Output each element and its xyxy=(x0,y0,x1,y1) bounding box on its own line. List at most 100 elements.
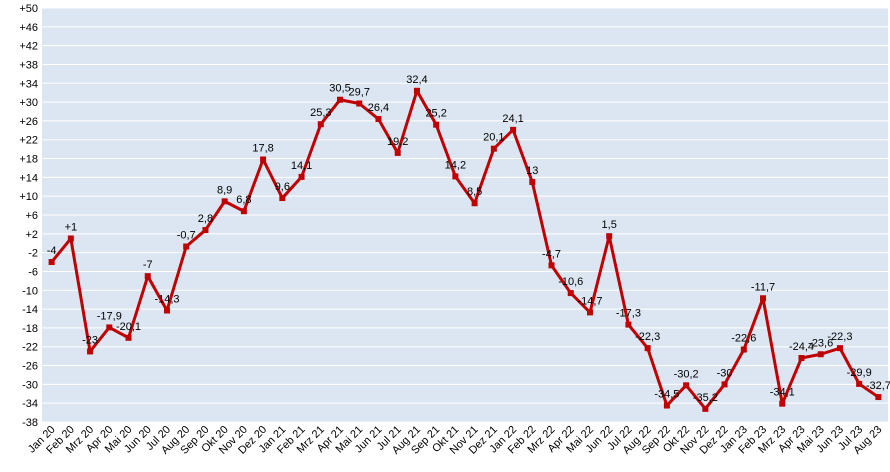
marker xyxy=(240,208,247,215)
data-label: 14,1 xyxy=(291,160,312,172)
y-tick-label: -6 xyxy=(28,266,38,278)
data-label: -4,7 xyxy=(542,248,561,260)
data-label: -22,6 xyxy=(731,333,756,345)
data-label: 13 xyxy=(526,165,538,177)
y-tick-label: -18 xyxy=(22,323,38,335)
marker xyxy=(202,227,209,234)
y-tick-label: +30 xyxy=(19,97,38,109)
y-tick-label: +50 xyxy=(19,3,38,15)
y-tick-label: +26 xyxy=(19,116,38,128)
marker xyxy=(683,382,690,389)
data-label: -14,7 xyxy=(577,295,602,307)
marker xyxy=(702,405,709,412)
y-tick-label: +46 xyxy=(19,22,38,34)
marker xyxy=(317,121,324,128)
data-label: -35,2 xyxy=(693,392,718,404)
y-tick-label: +18 xyxy=(19,154,38,166)
data-label: 25,2 xyxy=(425,108,446,120)
marker xyxy=(356,100,363,107)
data-label: 17,8 xyxy=(252,142,273,154)
marker xyxy=(413,87,420,94)
y-tick-label: +38 xyxy=(19,59,38,71)
marker xyxy=(586,309,593,316)
y-tick-label: +6 xyxy=(25,210,38,222)
marker xyxy=(721,381,728,388)
data-label: -34,1 xyxy=(770,387,795,399)
y-tick-label: -34 xyxy=(22,398,38,410)
marker xyxy=(337,96,344,103)
marker xyxy=(48,259,55,266)
y-tick-label: -10 xyxy=(22,285,38,297)
marker xyxy=(644,345,651,352)
data-label: -30,2 xyxy=(674,368,699,380)
data-label: 32,4 xyxy=(406,74,427,86)
data-label: -20,1 xyxy=(116,321,141,333)
y-tick-label: +22 xyxy=(19,135,38,147)
marker xyxy=(87,348,94,355)
marker xyxy=(106,324,113,331)
marker xyxy=(183,243,190,250)
data-label: -14,3 xyxy=(154,294,179,306)
y-tick-label: -22 xyxy=(22,342,38,354)
marker xyxy=(836,345,843,352)
data-label: 19,2 xyxy=(387,136,408,148)
marker xyxy=(67,235,74,242)
marker xyxy=(260,156,267,163)
marker xyxy=(510,126,517,133)
data-label: -34,5 xyxy=(654,389,679,401)
data-label: 20,1 xyxy=(483,132,504,144)
data-label: 24,1 xyxy=(502,113,523,125)
marker xyxy=(663,402,670,409)
marker xyxy=(279,195,286,202)
data-label: 8,5 xyxy=(467,186,482,198)
data-label: 25,3 xyxy=(310,107,331,119)
marker xyxy=(875,394,882,401)
marker xyxy=(298,173,305,180)
marker xyxy=(606,233,613,240)
y-tick-label: -26 xyxy=(22,361,38,373)
marker xyxy=(625,321,632,328)
marker xyxy=(740,346,747,353)
data-label: 9,6 xyxy=(275,181,290,193)
data-label: -23,6 xyxy=(808,337,833,349)
data-label: -11,7 xyxy=(751,281,775,293)
marker xyxy=(163,307,170,314)
data-label: 8,9 xyxy=(217,184,232,196)
marker xyxy=(375,116,382,123)
data-label: 1,5 xyxy=(602,219,617,231)
data-label: -29,9 xyxy=(847,367,872,379)
marker xyxy=(856,380,863,387)
marker xyxy=(490,145,497,152)
y-tick-label: -2 xyxy=(28,248,38,260)
marker xyxy=(548,262,555,269)
data-label: -10,6 xyxy=(558,276,583,288)
y-tick-label: +14 xyxy=(19,172,38,184)
data-label: +1 xyxy=(65,222,78,234)
marker xyxy=(221,198,228,205)
data-label: 26,4 xyxy=(368,102,389,114)
line xyxy=(50,89,880,411)
marker xyxy=(817,351,824,358)
marker xyxy=(760,295,767,302)
y-tick-label: +34 xyxy=(19,78,38,90)
marker xyxy=(779,400,786,407)
marker xyxy=(471,200,478,207)
data-label: -22,3 xyxy=(827,331,852,343)
marker xyxy=(125,334,132,341)
marker xyxy=(452,173,459,180)
data-label: -23 xyxy=(82,334,98,346)
data-label: -22,3 xyxy=(635,331,660,343)
marker xyxy=(529,179,536,186)
marker xyxy=(567,290,574,297)
data-label: -30 xyxy=(717,367,733,379)
data-label: -17,3 xyxy=(616,308,641,320)
y-tick-label: +42 xyxy=(19,41,38,53)
y-tick-label: +10 xyxy=(19,191,38,203)
data-label: -7 xyxy=(143,259,153,271)
data-label: 2,8 xyxy=(198,213,213,225)
data-label: -32,7 xyxy=(866,380,890,392)
y-tick-label: -38 xyxy=(22,417,38,429)
marker xyxy=(433,121,440,128)
y-tick-label: +2 xyxy=(25,229,38,241)
